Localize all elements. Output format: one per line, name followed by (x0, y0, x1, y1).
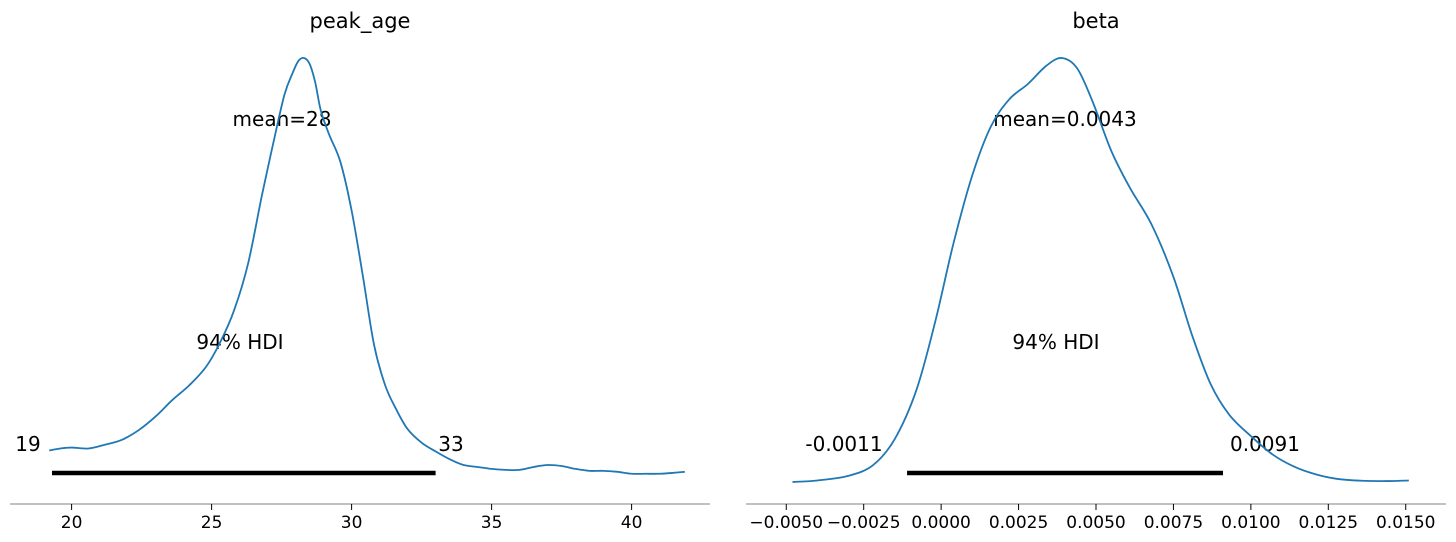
hdi-label: 94% HDI (196, 330, 283, 354)
chart-title: beta (1072, 9, 1119, 33)
hdi-low-label: 19 (15, 432, 40, 456)
panel-beta: beta mean=0.0043 94% HDI -0.0011 0.0091 … (746, 9, 1446, 533)
hdi-low-label: -0.0011 (805, 432, 882, 456)
x-tick-label: 0.0000 (911, 513, 970, 533)
x-tick-label: 25 (201, 513, 223, 533)
mean-label: mean=28 (233, 107, 332, 131)
x-tick-label: −0.0025 (827, 513, 901, 533)
hdi-high-label: 0.0091 (1230, 432, 1300, 456)
x-tick-label: 0.0050 (1066, 513, 1125, 533)
density-line (792, 57, 1409, 483)
mean-label: mean=0.0043 (993, 107, 1136, 131)
x-tick-label: 20 (61, 513, 83, 533)
density-line (49, 56, 685, 475)
x-tick-label: 0.0150 (1376, 513, 1435, 533)
x-tick-label: 0.0125 (1299, 513, 1358, 533)
x-tick-label: 40 (621, 513, 643, 533)
panel-peak-age: peak_age mean=28 94% HDI 19 33 20 25 30 35 4… (10, 9, 710, 533)
chart-title: peak_age (310, 9, 411, 34)
x-tick-label: 0.0025 (989, 513, 1048, 533)
x-tick-label: 0.0100 (1221, 513, 1280, 533)
hdi-label: 94% HDI (1012, 330, 1099, 354)
hdi-high-label: 33 (438, 432, 463, 456)
x-tick-label: 35 (481, 513, 503, 533)
x-tick-label: 0.0075 (1144, 513, 1203, 533)
x-tick-label: −0.0050 (749, 513, 823, 533)
x-tick-label: 30 (341, 513, 363, 533)
